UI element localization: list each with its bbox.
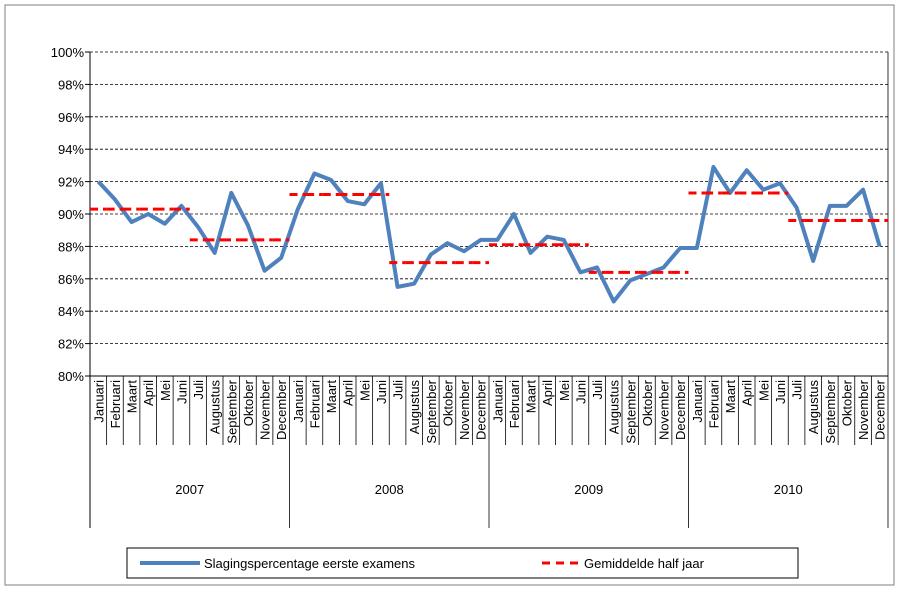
x-tick-label: Maart xyxy=(524,380,539,414)
x-tick-label: Januari xyxy=(490,380,505,423)
x-tick-label: Juni xyxy=(773,380,788,404)
group-label: 2007 xyxy=(175,482,204,497)
x-tick-label: Maart xyxy=(125,380,140,414)
x-tick-label: Maart xyxy=(723,380,738,414)
plot-area xyxy=(90,52,888,376)
x-tick-label: Januari xyxy=(291,380,306,423)
y-tick-label: 88% xyxy=(58,239,84,254)
x-tick-label: April xyxy=(740,380,755,406)
x-tick-label: Oktober xyxy=(839,379,854,426)
x-tick-label: Mei xyxy=(756,380,771,401)
x-tick-label: Augustus xyxy=(806,380,821,435)
y-tick-label: 80% xyxy=(58,369,84,384)
y-tick-label: 92% xyxy=(58,175,84,190)
x-tick-label: Januari xyxy=(690,380,705,423)
x-tick-label: December xyxy=(274,379,289,440)
legend-label: Gemiddelde half jaar xyxy=(584,556,705,571)
x-tick-label: Februari xyxy=(507,380,522,429)
x-tick-label: December xyxy=(474,379,489,440)
y-tick-label: 84% xyxy=(58,304,84,319)
y-tick-label: 86% xyxy=(58,272,84,287)
group-label: 2010 xyxy=(774,482,803,497)
group-label: 2009 xyxy=(574,482,603,497)
x-tick-label: Februari xyxy=(307,380,322,429)
x-tick-label: Oktober xyxy=(241,379,256,426)
x-tick-label: Juni xyxy=(174,380,189,404)
legend-label: Slagingspercentage eerste examens xyxy=(204,556,416,571)
x-tick-label: April xyxy=(540,380,555,406)
y-tick-label: 100% xyxy=(51,45,85,60)
data-line xyxy=(96,165,882,304)
x-tick-label: Februari xyxy=(706,380,721,429)
x-tick-label: November xyxy=(657,379,672,440)
y-tick-label: 94% xyxy=(58,142,84,157)
legend-box xyxy=(126,547,799,579)
x-tick-label: Juni xyxy=(374,380,389,404)
x-tick-label: November xyxy=(258,379,273,440)
x-tick-label: Mei xyxy=(557,380,572,401)
x-tick-label: December xyxy=(873,379,888,440)
x-tick-label: Mei xyxy=(357,380,372,401)
y-tick-label: 96% xyxy=(58,110,84,125)
x-tick-label: November xyxy=(856,379,871,440)
x-tick-label: Juli xyxy=(590,380,605,400)
x-tick-label: Juli xyxy=(391,380,406,400)
group-label: 2008 xyxy=(375,482,404,497)
x-tick-label: Juli xyxy=(790,380,805,400)
x-tick-label: April xyxy=(341,380,356,406)
y-tick-label: 90% xyxy=(58,207,84,222)
x-tick-label: Augustus xyxy=(607,380,622,435)
x-tick-label: Oktober xyxy=(640,379,655,426)
x-tick-label: September xyxy=(424,379,439,443)
x-tick-label: Februari xyxy=(108,380,123,429)
x-tick-label: Juni xyxy=(573,380,588,404)
x-tick-label: Augustus xyxy=(407,380,422,435)
x-tick-label: Augustus xyxy=(208,380,223,435)
y-tick-label: 82% xyxy=(58,337,84,352)
x-tick-label: April xyxy=(141,380,156,406)
x-tick-label: Maart xyxy=(324,380,339,414)
x-tick-label: December xyxy=(673,379,688,440)
x-tick-label: September xyxy=(823,379,838,443)
x-tick-label: Januari xyxy=(91,380,106,423)
x-tick-label: Oktober xyxy=(440,379,455,426)
x-tick-label: Juli xyxy=(191,380,206,400)
y-tick-label: 98% xyxy=(58,77,84,92)
x-tick-label: Mei xyxy=(158,380,173,401)
x-tick-label: November xyxy=(457,379,472,440)
x-tick-label: September xyxy=(623,379,638,443)
x-tick-label: September xyxy=(224,379,239,443)
